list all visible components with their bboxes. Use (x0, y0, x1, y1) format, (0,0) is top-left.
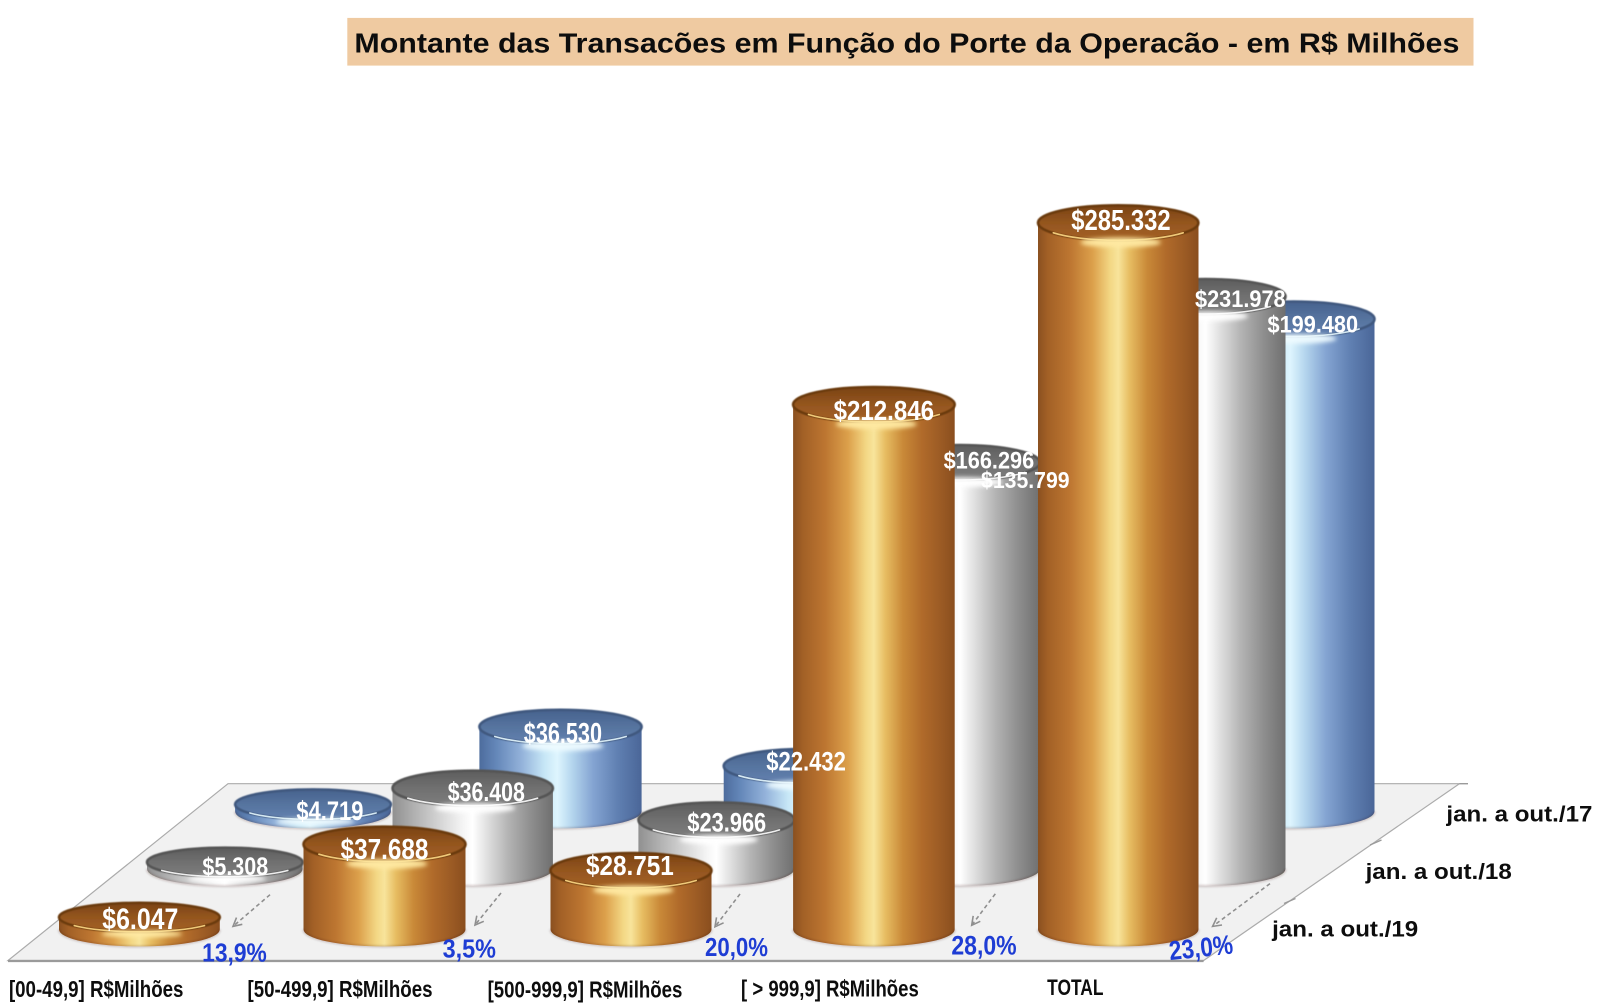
svg-text:$37.688: $37.688 (341, 834, 429, 866)
svg-text:jan. a out./18: jan. a out./18 (1365, 859, 1512, 884)
svg-text:3,5%: 3,5% (443, 933, 496, 963)
svg-text:20,0%: 20,0% (705, 932, 768, 962)
svg-text:[00-49,9] R$Milhões: [00-49,9] R$Milhões (9, 976, 184, 1002)
svg-text:$23.966: $23.966 (687, 808, 766, 838)
svg-text:$166.296: $166.296 (944, 448, 1035, 475)
svg-text:28,0%: 28,0% (951, 931, 1016, 961)
svg-text:[ > 999,9] R$Milhões: [ > 999,9] R$Milhões (741, 976, 919, 1002)
svg-text:$28.751: $28.751 (586, 850, 674, 881)
svg-text:$4.719: $4.719 (296, 796, 363, 826)
svg-text:$36.530: $36.530 (524, 718, 602, 750)
svg-text:$22.432: $22.432 (766, 746, 846, 776)
svg-text:$5.308: $5.308 (202, 853, 268, 881)
svg-text:[500-999,9] R$Milhões: [500-999,9] R$Milhões (488, 976, 683, 1002)
svg-text:$212.846: $212.846 (834, 395, 934, 426)
svg-text:Montante das Transacões em Fun: Montante das Transacões em Função do Por… (354, 27, 1459, 58)
svg-text:$36.408: $36.408 (448, 777, 525, 807)
svg-text:$285.332: $285.332 (1071, 205, 1170, 237)
svg-text:$135.799: $135.799 (981, 467, 1070, 493)
svg-text:TOTAL: TOTAL (1047, 975, 1103, 1000)
svg-text:[50-499,9] R$Milhões: [50-499,9] R$Milhões (248, 976, 433, 1002)
svg-text:13,9%: 13,9% (202, 938, 267, 968)
svg-text:$6.047: $6.047 (102, 903, 178, 936)
svg-text:23,0%: 23,0% (1167, 930, 1234, 967)
svg-text:$231.978: $231.978 (1195, 286, 1286, 313)
svg-text:$199.480: $199.480 (1268, 312, 1359, 339)
svg-text:jan. a out./17: jan. a out./17 (1445, 801, 1592, 826)
svg-text:jan. a out./19: jan. a out./19 (1271, 917, 1418, 942)
